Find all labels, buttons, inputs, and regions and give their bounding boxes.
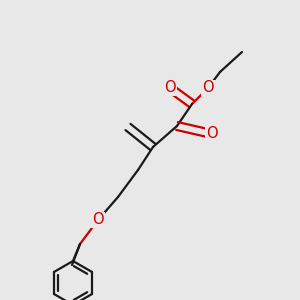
Text: O: O (206, 127, 218, 142)
Text: O: O (92, 212, 104, 227)
Text: O: O (92, 212, 104, 227)
Text: O: O (164, 80, 176, 95)
Text: O: O (202, 80, 214, 95)
